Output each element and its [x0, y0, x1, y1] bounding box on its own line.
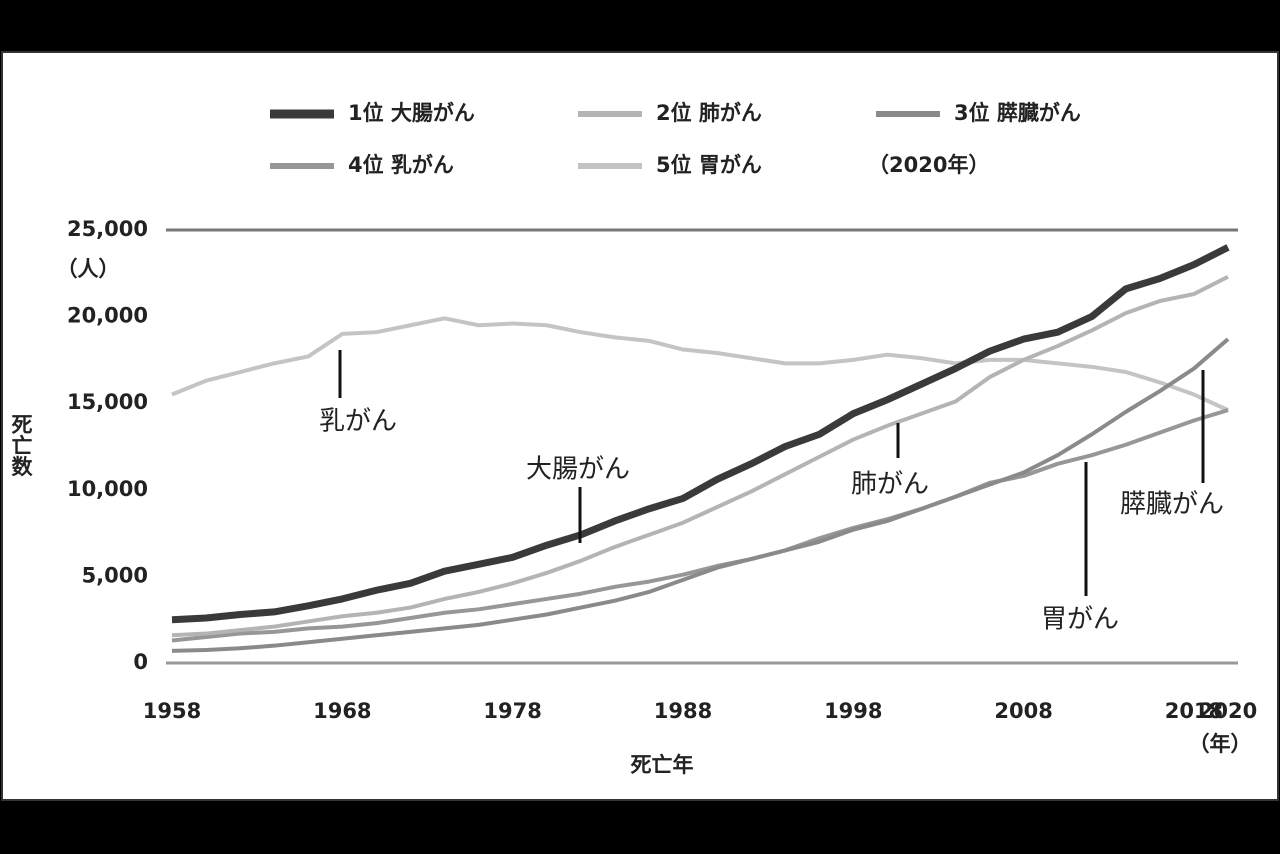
y-tick-label: 25,000 — [67, 217, 148, 241]
line — [171, 316, 1229, 412]
y-tick-label: 10,000 — [67, 477, 148, 501]
legend-label: 1位 大腸がん — [348, 101, 475, 125]
x-tick-label: 1958 — [143, 699, 201, 723]
y-label: 死亡数 — [9, 414, 33, 478]
y-unit: （人） — [57, 257, 120, 281]
x-unit: （年） — [1189, 732, 1252, 756]
annotation: 膵臓がん — [1120, 490, 1224, 520]
x-tick-label: 2020 — [1199, 699, 1257, 723]
x-tick-label: 1978 — [483, 699, 541, 723]
line — [171, 337, 1230, 653]
y-tick-label: 20,000 — [67, 304, 148, 328]
legend-note: （2020年） — [868, 153, 989, 177]
legend-label: 3位 膵臓がん — [954, 101, 1081, 125]
line — [171, 274, 1229, 638]
chart-area — [1, 51, 1279, 801]
y-tick-label: 0 — [133, 650, 148, 674]
line — [171, 244, 1230, 624]
x-tick-label: 1998 — [824, 699, 882, 723]
x-tick-label: 2008 — [994, 699, 1052, 723]
annotation: 肺がん — [851, 470, 929, 500]
legend-label: 2位 肺がん — [656, 101, 762, 125]
y-tick-label: 15,000 — [67, 390, 148, 414]
y-tick-label: 5,000 — [82, 563, 148, 587]
legend-label: 4位 乳がん — [348, 153, 454, 177]
annotation: 胃がん — [1041, 605, 1119, 635]
x-tick-label: 1968 — [313, 699, 371, 723]
annotation: 大腸がん — [526, 455, 630, 485]
x-tick-label: 2018 — [1165, 699, 1223, 723]
line — [171, 408, 1229, 643]
legend-label: 5位 胃がん — [656, 153, 762, 177]
x-label: 死亡年 — [631, 753, 694, 777]
x-tick-label: 1988 — [654, 699, 712, 723]
annotation: 乳がん — [319, 407, 397, 437]
